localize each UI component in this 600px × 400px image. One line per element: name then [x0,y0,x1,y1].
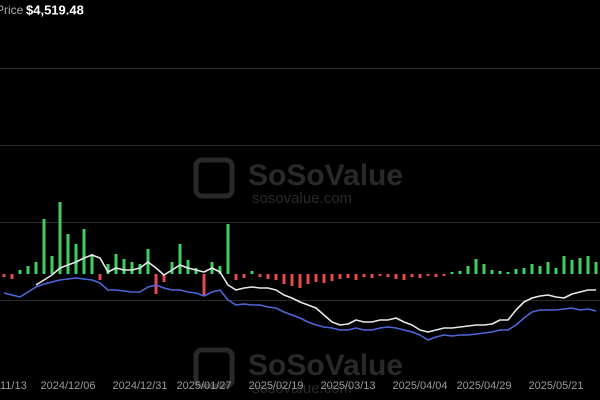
watermark-site: sosovalue.com [252,190,352,207]
bar [282,274,286,284]
bar [202,274,206,296]
bar [18,270,22,274]
bar [330,274,334,281]
bar [450,272,454,274]
bar [194,268,198,274]
bar [154,274,158,294]
bar [362,274,366,277]
bar [218,266,222,274]
bar [58,202,62,274]
watermark-logo [193,157,235,199]
bar [498,271,502,274]
bar [354,274,358,280]
bar [50,256,54,274]
legend-value: $4,519.48 [26,2,84,17]
bar [378,274,382,276]
bar [186,260,190,274]
bar [138,264,142,274]
bar [242,274,246,278]
bar [234,274,238,280]
x-tick-label: 11/13 [0,380,27,392]
bar [258,274,262,277]
bar [394,274,398,279]
bar [578,258,582,274]
bar [530,264,534,274]
bar [522,268,526,274]
bar [514,269,518,274]
bar [250,271,254,274]
bar [570,260,574,274]
bar [42,219,46,274]
bar [290,274,294,286]
bar [418,274,422,278]
bar [10,274,14,279]
bar [26,266,30,274]
bar [410,274,414,277]
watermark-brand: SoSoValue [248,349,403,382]
x-tick-label: 2025/03/13 [320,380,375,392]
bar [322,274,326,283]
bar [274,274,278,280]
bar [34,262,38,274]
bar [554,268,558,274]
bar [562,256,566,274]
bar [130,262,134,274]
bar [298,274,302,288]
x-tick-label: 2024/12/06 [40,380,95,392]
x-tick-label: 2025/05/21 [528,380,583,392]
bar [506,272,510,274]
bar [426,274,430,276]
line [3,277,597,341]
watermark-logo [193,347,235,389]
bar [386,274,390,277]
x-tick-label: 2025/02/19 [248,380,303,392]
bar [266,274,270,279]
grid [0,68,600,301]
bar [314,274,318,282]
bar [122,259,126,274]
bar [482,264,486,274]
watermark-site: sosovalue.com [252,380,352,397]
bar [594,262,598,274]
watermark: SoSoValue sosovalue.com SoSoValue sosova… [193,157,403,397]
bar [442,274,446,276]
bar [458,271,462,274]
x-tick-label: 2024/12/31 [112,380,167,392]
watermark-brand: SoSoValue [248,159,403,192]
legend-label: Price [0,3,24,17]
bar [114,254,118,274]
bar [402,274,406,280]
bar [306,274,310,284]
bar [490,270,494,274]
bar [546,262,550,274]
bar [170,262,174,274]
bar [2,274,6,277]
bar [82,229,86,274]
x-tick-label: 2025/01/27 [176,380,231,392]
bar [178,244,182,274]
bar [586,256,590,274]
bar [66,234,70,274]
bar [98,274,102,280]
line [35,254,596,333]
bar [434,274,438,277]
bar [338,274,342,279]
bar [106,264,110,274]
bar [90,254,94,274]
bar [162,274,166,282]
x-tick-label: 2025/04/04 [392,380,447,392]
bar [226,224,230,274]
bar [474,259,478,274]
bar [466,266,470,274]
bar [346,274,350,278]
bar [538,266,542,274]
bar [370,274,374,278]
x-tick-label: 2025/04/29 [456,380,511,392]
bar [74,244,78,274]
